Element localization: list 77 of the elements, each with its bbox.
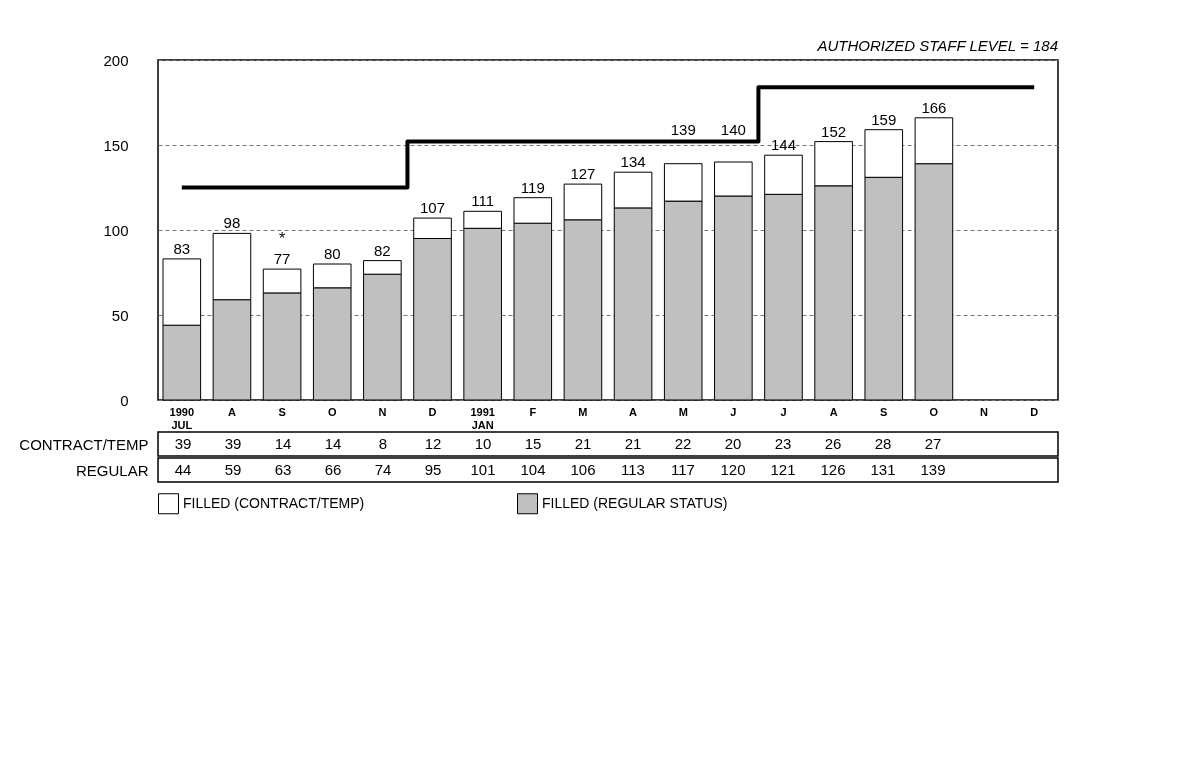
data-label: 121 [770,461,796,478]
total-label: 80 [323,245,341,262]
text: CONTRACT/TEMP [19,435,149,453]
y-tick-label: 50 [111,306,129,324]
x-tick-label: A [629,405,638,418]
data-label: 106 [570,461,596,478]
text: AUTHORIZED STAFF LEVEL = 184 [816,37,1058,54]
total-label: 144 [770,136,796,154]
total-label: 111 [471,192,495,210]
data-label: 63 [274,461,292,478]
x-tick-label: J [780,405,787,418]
x-tick-label: S [278,405,286,418]
text: REGULAR [75,461,149,479]
x-tick-label: N [378,405,387,418]
x-tick-label: M [578,405,588,418]
data-label: 27 [924,435,942,452]
data-label: 101 [470,461,496,478]
x-tick-label: A [227,405,236,418]
x-tick-label: N [980,405,989,418]
x-tick-label: O [327,405,337,418]
x-tick-label: O [929,405,939,418]
data-label: 120 [720,461,746,478]
data-label: 59 [224,461,242,478]
data-label: 22 [674,435,692,452]
total-label: 119 [520,178,545,196]
data-label: 39 [174,435,192,452]
annotation: * [278,230,286,248]
data-label: 113 [621,461,645,478]
y-tick-label: 100 [103,221,129,239]
x-tick-label: D [1030,405,1039,418]
data-label: 104 [520,461,546,478]
total-label: 107 [420,199,446,217]
data-label: 28 [874,435,892,452]
x-tick-label: M [678,405,688,418]
total-label: 127 [570,165,596,183]
y-tick-label: 0 [120,391,129,409]
data-label: 8 [378,435,388,452]
total-label: 82 [374,241,391,259]
total-label: 152 [821,122,847,140]
data-label: 20 [724,435,742,452]
x-tick-label: D [428,405,437,418]
data-label: 15 [524,435,542,452]
data-label: 10 [474,435,492,452]
data-label: 126 [820,461,846,478]
total-label: 140 [720,120,746,138]
data-label: 12 [424,435,442,452]
legend-label: FILLED (CONTRACT/TEMP) [183,494,365,511]
data-label: 26 [824,435,842,452]
total-label: 83 [173,239,191,257]
y-tick-label: 200 [103,51,129,69]
x-tick-label: S [880,405,888,418]
y-tick-label: 150 [103,136,129,154]
data-label: 66 [324,461,342,478]
data-label: 95 [424,461,442,478]
data-label: 44 [174,461,192,478]
legend-label: FILLED (REGULAR STATUS) [542,494,728,511]
total-label: 134 [620,153,646,171]
total-label: 77 [273,250,291,268]
data-label: 21 [624,435,642,452]
data-label: 139 [920,461,946,478]
total-label: 98 [223,214,241,232]
total-label: 166 [921,98,947,116]
data-label: 131 [870,461,896,478]
x-tick-label: 1990 JUL [169,405,195,431]
x-tick-label: A [829,405,838,418]
data-label: 117 [671,461,695,478]
data-label: 74 [374,461,392,478]
x-tick-label: J [730,405,737,418]
x-tick-label: 1991 JAN [470,405,495,431]
data-label: 23 [774,435,792,452]
total-label: 159 [871,110,897,128]
x-tick-label: F [529,405,537,418]
total-label: 139 [670,120,696,138]
data-label: 21 [574,435,592,452]
data-label: 14 [274,435,292,452]
data-label: 39 [224,435,242,452]
data-label: 14 [324,435,342,452]
